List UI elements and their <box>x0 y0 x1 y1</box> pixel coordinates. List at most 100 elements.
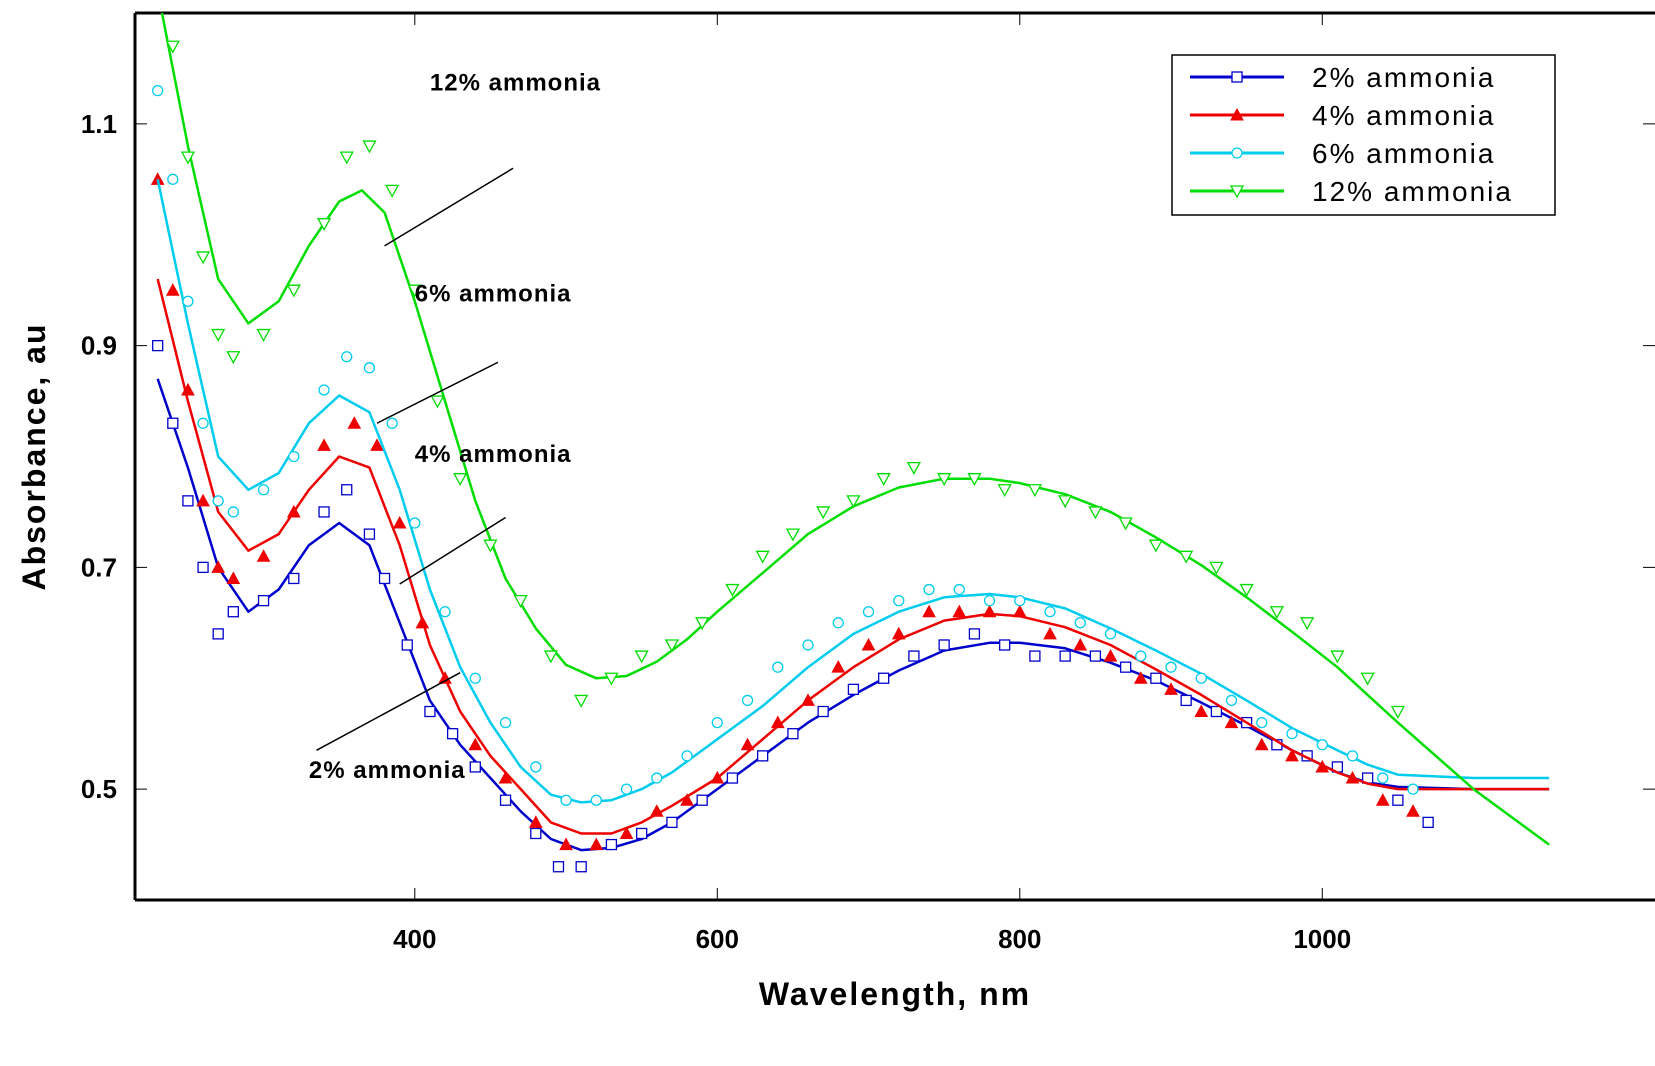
annotation-pointer-2 <box>376 361 499 424</box>
x-tick-label-800: 800 <box>998 924 1041 954</box>
series-3-point-7 <box>257 484 270 496</box>
series-4-point-11 <box>362 140 377 154</box>
legend-label-4: 12% ammonia <box>1312 176 1513 207</box>
legend-swatch-marker-4 <box>1229 185 1245 199</box>
series-2-point-33 <box>1012 604 1027 618</box>
series-3-point-40 <box>1225 694 1238 707</box>
series-2-point-22 <box>680 793 694 806</box>
series-2-point-8 <box>286 504 301 518</box>
y-tick-label-0.9: 0.9 <box>81 331 117 361</box>
series-2-point-11 <box>370 438 384 451</box>
series-3-point-32 <box>983 594 996 607</box>
annotation-pointer-1 <box>384 167 514 247</box>
series-4-point-19 <box>574 694 589 708</box>
series-2-point-9 <box>317 438 331 451</box>
series-4-point-6 <box>226 351 241 365</box>
series-3-point-14 <box>439 606 451 618</box>
series-2-point-46 <box>1406 804 1420 817</box>
series-1-point-23 <box>666 816 678 829</box>
series-3-point-16 <box>499 716 512 729</box>
series-1 <box>152 339 1550 873</box>
series-3-point-2 <box>167 173 179 185</box>
series-2-point-4 <box>196 493 210 507</box>
series-1-point-1 <box>152 339 164 352</box>
series-4-point-40 <box>1209 561 1224 575</box>
series-2-point-36 <box>1103 649 1118 662</box>
series-4-point-35 <box>1058 495 1073 509</box>
series-2-point-29 <box>891 626 906 640</box>
series-1-point-10 <box>341 484 353 496</box>
x-tick-label-1000: 1000 <box>1293 924 1351 954</box>
series-2-point-24 <box>740 737 755 751</box>
series-2-point-25 <box>770 715 785 729</box>
series-1-point-48 <box>1422 816 1434 829</box>
series-4-point-42 <box>1269 606 1284 620</box>
series-2-point-6 <box>226 571 241 584</box>
series-1-point-12 <box>378 572 391 585</box>
annotation-label-3: 4% ammonia <box>415 441 572 468</box>
y-tick-label-0.7: 0.7 <box>81 552 117 582</box>
series-4-point-29 <box>876 473 891 487</box>
series-4-point-33 <box>997 484 1012 498</box>
series-2-point-42 <box>1285 748 1299 762</box>
series-3-point-30 <box>923 583 935 596</box>
series-3-point-20 <box>620 783 633 795</box>
series-3-point-38 <box>1165 661 1177 673</box>
series-4-point-17 <box>513 594 528 608</box>
legend-swatch-marker-1 <box>1231 71 1243 83</box>
series-4-point-37 <box>1118 517 1133 531</box>
series-1-point-14 <box>424 705 436 718</box>
series-2-point-43 <box>1315 759 1330 773</box>
series-3-point-33 <box>1014 594 1026 607</box>
series-1-point-3 <box>182 495 194 507</box>
series-3-point-17 <box>530 761 542 773</box>
series-1-point-26 <box>757 750 769 762</box>
series-4-point-41 <box>1239 583 1254 597</box>
series-4-point-24 <box>725 583 740 597</box>
series-1-point-36 <box>1059 650 1071 662</box>
series-4-point-5 <box>211 328 226 342</box>
annotation-pointer-3 <box>399 516 506 585</box>
series-1-point-16 <box>469 761 481 773</box>
series-2-point-31 <box>952 604 967 618</box>
series-1-point-6 <box>227 606 239 618</box>
series-3-point-41 <box>1256 716 1268 729</box>
series-4-point-22 <box>664 639 680 653</box>
series-1-point-32 <box>938 639 950 651</box>
series-2-point-30 <box>922 604 936 618</box>
series-2-point-28 <box>861 637 876 651</box>
series-4-point-43 <box>1300 617 1315 631</box>
series-line-2 <box>156 278 1550 835</box>
series-1-point-13 <box>401 639 413 651</box>
series-4-point-30 <box>906 461 922 475</box>
series-2-point-7 <box>256 549 271 562</box>
series-2-point-37 <box>1133 671 1148 684</box>
series-3-point-15 <box>469 672 481 684</box>
series-1-point-20 <box>575 861 587 873</box>
series-2-point-16 <box>498 770 513 784</box>
series-3-point-21 <box>651 772 663 784</box>
series-3-point-13 <box>409 517 421 529</box>
series-4-point-14 <box>430 395 445 409</box>
series-4-point-34 <box>1027 484 1042 498</box>
series-3-point-34 <box>1044 606 1056 618</box>
series-4-point-3 <box>180 151 196 165</box>
series-3-point-6 <box>227 506 239 518</box>
series-3-point-12 <box>386 417 398 429</box>
series-3-point-44 <box>1346 750 1359 762</box>
series-4-point-9 <box>316 218 332 232</box>
series-2-point-3 <box>181 382 195 396</box>
axes-labels: Wavelength, nm Absorbance, au <box>16 322 1029 1012</box>
y-axis-title: Absorbance, au <box>16 322 52 590</box>
series-1-point-31 <box>908 650 920 662</box>
series-3-point-46 <box>1407 783 1419 795</box>
legend-label-3: 6% ammonia <box>1312 138 1495 169</box>
annotation-label-2: 6% ammonia <box>415 280 572 307</box>
series-3-point-43 <box>1316 739 1328 751</box>
series-1-point-7 <box>257 594 270 607</box>
legend-swatch-marker-3 <box>1231 147 1243 159</box>
series-3 <box>152 84 1550 806</box>
series-4-point-38 <box>1148 539 1163 553</box>
series-3-point-5 <box>212 495 224 507</box>
legend-swatch-marker-2 <box>1230 107 1244 121</box>
